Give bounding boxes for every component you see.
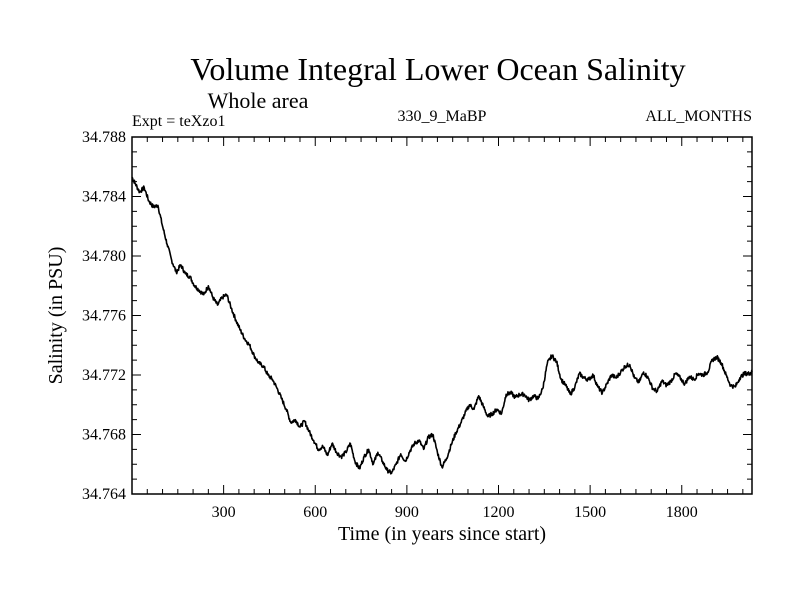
y-tick-label: 34.780	[82, 248, 126, 265]
plot-frame	[131, 136, 753, 495]
x-tick-label: 300	[212, 504, 236, 521]
chart-title: Volume Integral Lower Ocean Salinity	[190, 51, 685, 87]
experiment-label: Expt = teXzo1	[132, 113, 225, 130]
y-axis-label: Salinity (in PSU)	[45, 247, 67, 385]
x-axis-label: Time (in years since start)	[338, 523, 546, 545]
y-tick-label: 34.768	[82, 427, 126, 444]
series-line-salinity	[131, 176, 753, 475]
axes-layer: 300 600 900 1200 1500 1800 34.764 34.768 34.772 3…	[82, 129, 752, 521]
months-label: ALL_MONTHS	[645, 108, 752, 125]
y-tick-label: 34.764	[82, 486, 126, 503]
y-tick-label: 34.784	[82, 189, 126, 206]
y-tick-label: 34.776	[82, 308, 126, 325]
x-tick-label: 1800	[666, 504, 698, 521]
y-tick-label: 34.788	[82, 129, 126, 146]
x-tick-label: 1500	[574, 504, 606, 521]
data-layer	[131, 176, 753, 475]
period-label: 330_9_MaBP	[398, 108, 487, 125]
x-tick-label: 900	[395, 504, 419, 521]
chart-subtitle: Whole area	[208, 88, 309, 113]
x-tick-label: 1200	[483, 504, 515, 521]
y-tick-label: 34.772	[82, 367, 126, 384]
x-tick-label: 600	[303, 504, 327, 521]
